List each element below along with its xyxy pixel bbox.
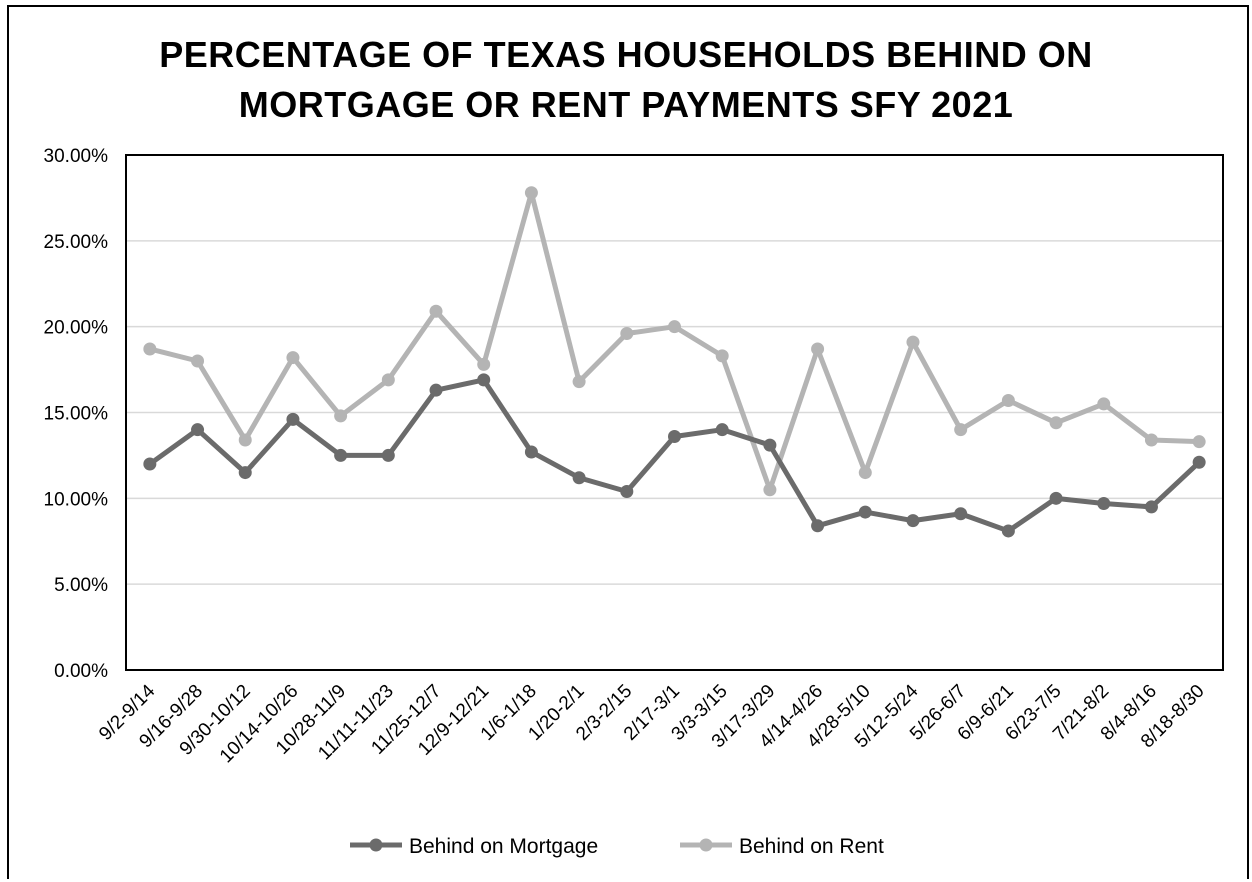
data-point-behind-on-mortgage (191, 423, 205, 437)
y-tick-label: 20.00% (44, 318, 109, 339)
data-point-behind-on-mortgage (572, 471, 586, 485)
data-point-behind-on-mortgage (1049, 491, 1063, 505)
data-point-behind-on-rent (191, 354, 205, 368)
data-point-behind-on-mortgage (858, 505, 872, 519)
data-point-behind-on-rent (1097, 397, 1111, 411)
data-point-behind-on-rent (477, 357, 491, 371)
legend-item-behind-on-mortgage: Behind on Mortgage (350, 835, 598, 858)
data-point-behind-on-mortgage (1144, 500, 1158, 514)
y-tick-label: 15.00% (44, 404, 109, 425)
data-point-behind-on-rent (524, 186, 538, 200)
data-point-behind-on-mortgage (811, 519, 825, 533)
data-point-behind-on-mortgage (668, 430, 681, 444)
chart-title: PERCENTAGE OF TEXAS HOUSEHOLDS BEHIND ON… (159, 34, 1093, 125)
data-point-behind-on-rent (143, 342, 157, 356)
data-point-behind-on-mortgage (477, 373, 491, 387)
data-point-behind-on-rent (1049, 416, 1063, 430)
data-point-behind-on-mortgage (620, 484, 634, 498)
data-point-behind-on-mortgage (334, 448, 348, 462)
data-point-behind-on-mortgage (1192, 455, 1206, 469)
data-point-behind-on-rent (572, 375, 586, 389)
legend: Behind on Mortgage Behind on Rent (350, 835, 884, 858)
data-point-behind-on-rent (858, 466, 872, 480)
data-point-behind-on-rent (811, 342, 825, 356)
data-point-behind-on-mortgage (954, 507, 968, 521)
data-point-behind-on-mortgage (381, 448, 395, 462)
y-tick-label: 0.00% (54, 661, 108, 682)
data-point-behind-on-mortgage (1001, 524, 1015, 538)
series-line-behind-on-mortgage (148, 377, 1201, 534)
data-point-behind-on-mortgage (906, 514, 920, 528)
data-point-behind-on-rent (1001, 393, 1015, 407)
y-tick-label: 25.00% (44, 232, 109, 253)
data-point-behind-on-rent (954, 423, 968, 437)
data-point-behind-on-rent (334, 409, 348, 423)
data-point-behind-on-mortgage (143, 457, 157, 471)
data-point-behind-on-mortgage (1097, 496, 1111, 510)
plot-area-border (125, 154, 1224, 671)
data-point-behind-on-rent (1144, 433, 1158, 447)
data-point-behind-on-rent (715, 349, 729, 363)
data-point-behind-on-rent (286, 351, 300, 365)
y-axis-tick-labels: 0.00% 5.00% 10.00% 15.00% 20.00% 25.00% 30.00% (44, 146, 109, 682)
series-behind-on-mortgage (143, 373, 1206, 538)
legend-label: Behind on Rent (739, 835, 884, 858)
legend-swatch-marker (699, 838, 713, 852)
data-point-behind-on-mortgage (763, 438, 777, 452)
legend-label: Behind on Mortgage (409, 835, 598, 858)
data-point-behind-on-rent (763, 483, 777, 497)
data-point-behind-on-rent (668, 320, 681, 334)
series-behind-on-rent (143, 186, 1206, 497)
legend-item-behind-on-rent: Behind on Rent (680, 835, 884, 858)
y-tick-label: 5.00% (54, 575, 108, 596)
data-point-behind-on-mortgage (429, 383, 443, 397)
series-line-behind-on-rent (149, 190, 1200, 493)
data-point-behind-on-mortgage (286, 412, 300, 426)
gridlines (126, 240, 1223, 585)
data-point-behind-on-rent (429, 304, 443, 318)
y-tick-label: 10.00% (44, 489, 109, 510)
data-point-behind-on-rent (906, 335, 920, 349)
x-axis-tick-labels: 9/2-9/149/16-9/289/30-10/1210/14-10/2610… (95, 680, 1208, 767)
data-point-behind-on-mortgage (715, 423, 729, 437)
legend-swatch-marker (369, 838, 383, 852)
data-point-behind-on-rent (620, 327, 634, 341)
data-point-behind-on-mortgage (238, 466, 252, 480)
series-lines (143, 186, 1206, 538)
y-tick-label: 30.00% (44, 146, 109, 167)
data-point-behind-on-rent (1192, 435, 1206, 449)
data-point-behind-on-rent (381, 373, 395, 387)
data-point-behind-on-mortgage (524, 445, 538, 459)
data-point-behind-on-rent (238, 433, 252, 447)
